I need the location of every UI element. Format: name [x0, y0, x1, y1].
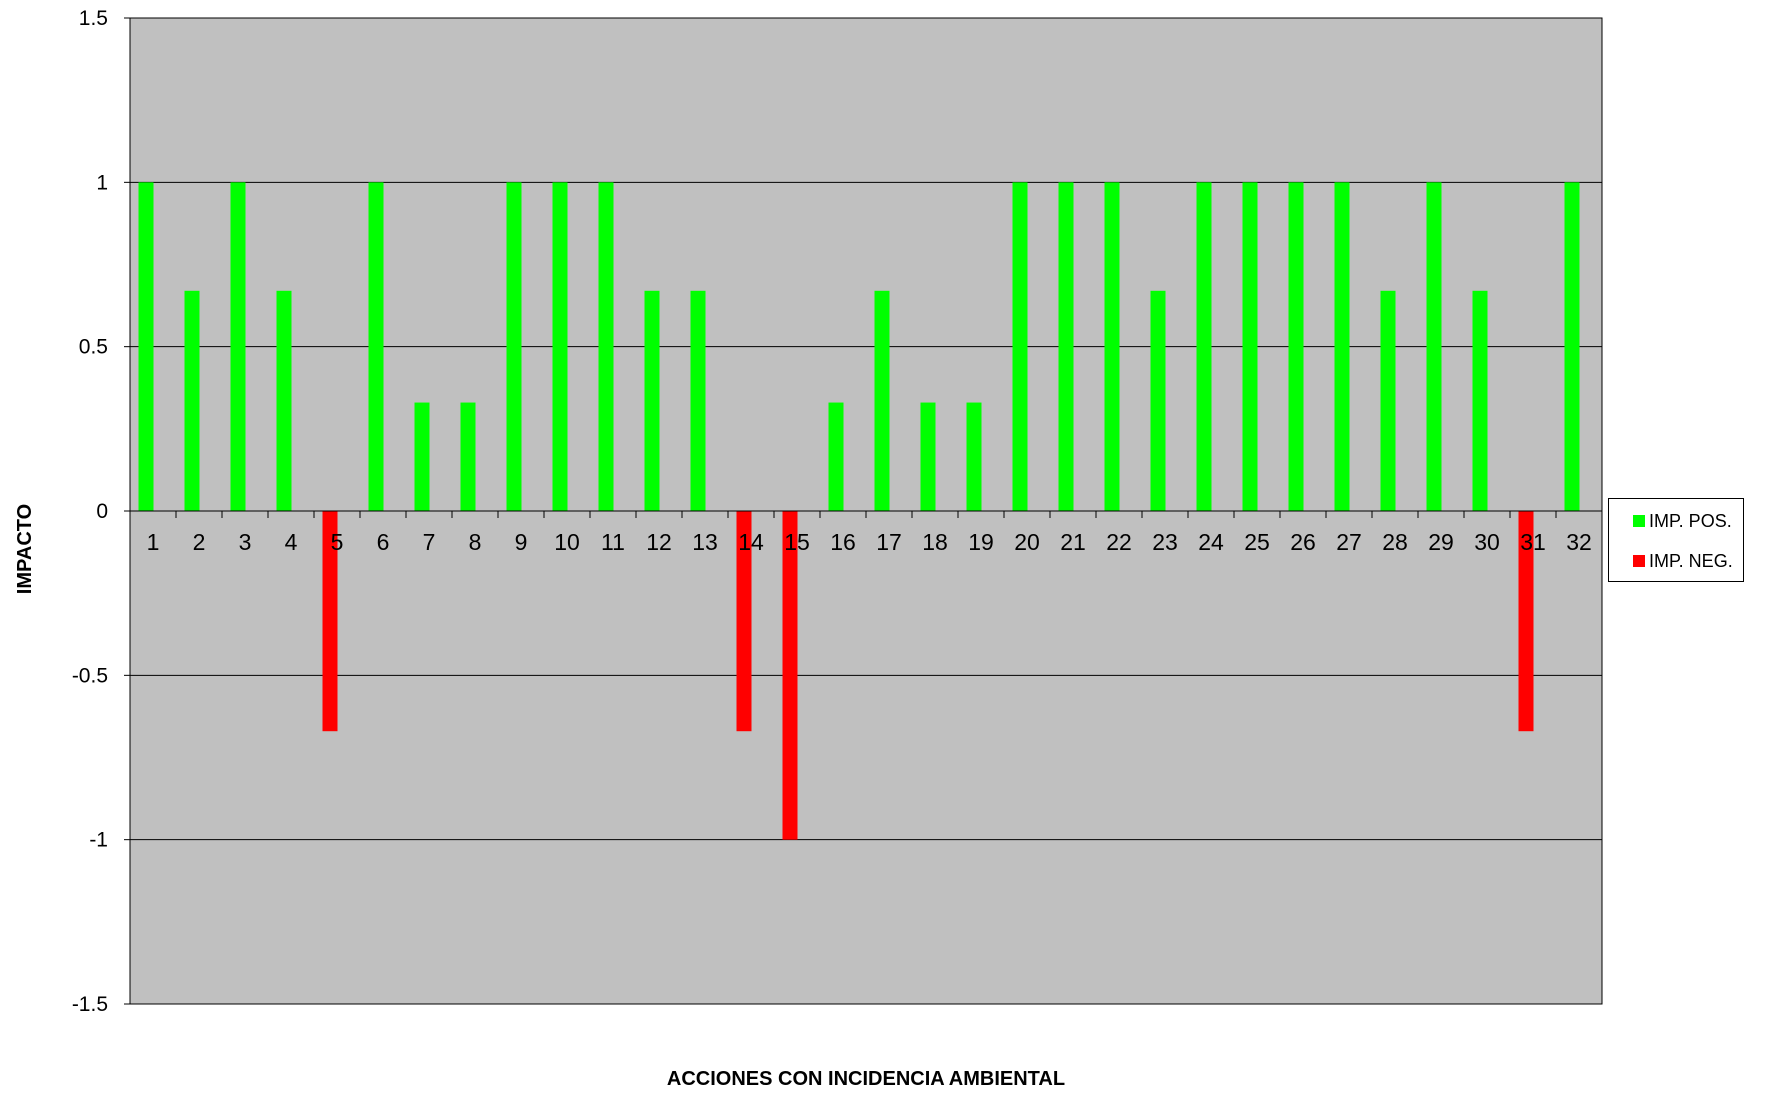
- y-axis-title: IMPACTO: [14, 504, 36, 594]
- y-tick-labels: 1.5 1 0.5 0 -0.5 -1 -1.5: [72, 7, 108, 1016]
- x-tick-label: 19: [968, 529, 994, 555]
- bar-positive: [828, 402, 844, 511]
- y-tick-label: 0.5: [79, 336, 108, 359]
- bar-positive: [138, 182, 154, 512]
- bar-positive: [920, 402, 936, 511]
- x-tick-label: 10: [554, 529, 580, 555]
- x-tick-label: 20: [1014, 529, 1040, 555]
- bar-negative: [1518, 511, 1534, 732]
- bar-negative: [736, 511, 752, 732]
- bar-positive: [966, 402, 982, 511]
- x-tick-label: 17: [876, 529, 902, 555]
- x-tick-label: 32: [1566, 529, 1592, 555]
- x-tick-label: 18: [922, 529, 948, 555]
- bar-positive: [230, 182, 246, 512]
- x-tick-label: 9: [515, 529, 528, 555]
- bar-positive: [1150, 290, 1166, 511]
- bars: [138, 182, 1580, 840]
- legend-label-neg: IMP. NEG.: [1649, 550, 1733, 571]
- legend-item-pos: IMP. POS.: [1633, 511, 1732, 531]
- x-tick-label: 4: [285, 529, 298, 555]
- legend-swatch-neg: [1633, 555, 1645, 567]
- x-tick-label: 16: [830, 529, 856, 555]
- bar-positive: [368, 182, 384, 512]
- bar-positive: [1242, 182, 1258, 512]
- legend-item-neg: IMP. NEG.: [1633, 551, 1733, 571]
- x-tick-labels: 1 2 3 4 5 6 7 8 9 10 11 12 13 14 15 16 17 18 19 20 21 22 23 24 2…: [147, 529, 1592, 555]
- bar-positive: [460, 402, 476, 511]
- x-tick-label: 30: [1474, 529, 1500, 555]
- x-axis-title: ACCIONES CON INCIDENCIA AMBIENTAL: [667, 1068, 1065, 1090]
- bar-positive: [414, 402, 430, 511]
- y-tick-label: -1: [89, 829, 108, 852]
- x-tick-label: 1: [147, 529, 160, 555]
- x-tick-label: 29: [1428, 529, 1454, 555]
- bar-positive: [1334, 182, 1350, 512]
- y-tick-label: 0: [96, 500, 108, 523]
- x-tick-marks: [129, 511, 1603, 518]
- y-tick-label: -0.5: [72, 664, 108, 687]
- bar-positive: [874, 290, 890, 511]
- legend: IMP. POS. IMP. NEG.: [1608, 498, 1744, 582]
- bar-positive: [1196, 182, 1212, 512]
- x-tick-label: 27: [1336, 529, 1362, 555]
- bar-positive: [552, 182, 568, 512]
- y-tick-label: 1.5: [79, 7, 108, 30]
- x-tick-label: 22: [1106, 529, 1132, 555]
- bar-positive: [644, 290, 660, 511]
- bar-positive: [598, 182, 614, 512]
- x-tick-label: 13: [692, 529, 718, 555]
- bar-positive: [1472, 290, 1488, 511]
- x-tick-label: 8: [469, 529, 482, 555]
- legend-swatch-pos: [1633, 515, 1645, 527]
- bar-positive: [690, 290, 706, 511]
- bar-positive: [1380, 290, 1396, 511]
- bar-negative: [782, 511, 798, 840]
- x-tick-label: 26: [1290, 529, 1316, 555]
- x-tick-label: 28: [1382, 529, 1408, 555]
- x-tick-label: 7: [423, 529, 436, 555]
- x-tick-label: 6: [377, 529, 390, 555]
- bar-positive: [506, 182, 522, 512]
- y-tick-label: 1: [96, 171, 108, 194]
- x-tick-label: 31: [1520, 529, 1546, 555]
- bar-positive: [1012, 182, 1028, 512]
- bar-positive: [1426, 182, 1442, 512]
- bar-positive: [184, 290, 200, 511]
- x-tick-label: 21: [1060, 529, 1086, 555]
- bar-positive: [1564, 182, 1580, 512]
- bar-positive: [1288, 182, 1304, 512]
- x-tick-label: 11: [601, 529, 625, 555]
- bar-positive: [1104, 182, 1120, 512]
- x-tick-label: 23: [1152, 529, 1178, 555]
- x-tick-label: 14: [738, 529, 764, 555]
- x-tick-label: 5: [331, 529, 344, 555]
- bar-positive: [276, 290, 292, 511]
- x-tick-label: 25: [1244, 529, 1270, 555]
- bar-negative: [322, 511, 338, 732]
- legend-label-pos: IMP. POS.: [1649, 510, 1732, 531]
- x-tick-label: 24: [1198, 529, 1224, 555]
- y-tick-label: -1.5: [72, 993, 108, 1016]
- bar-positive: [1058, 182, 1074, 512]
- x-tick-label: 3: [239, 529, 252, 555]
- x-tick-label: 2: [193, 529, 206, 555]
- x-tick-label: 12: [646, 529, 672, 555]
- x-tick-label: 15: [784, 529, 810, 555]
